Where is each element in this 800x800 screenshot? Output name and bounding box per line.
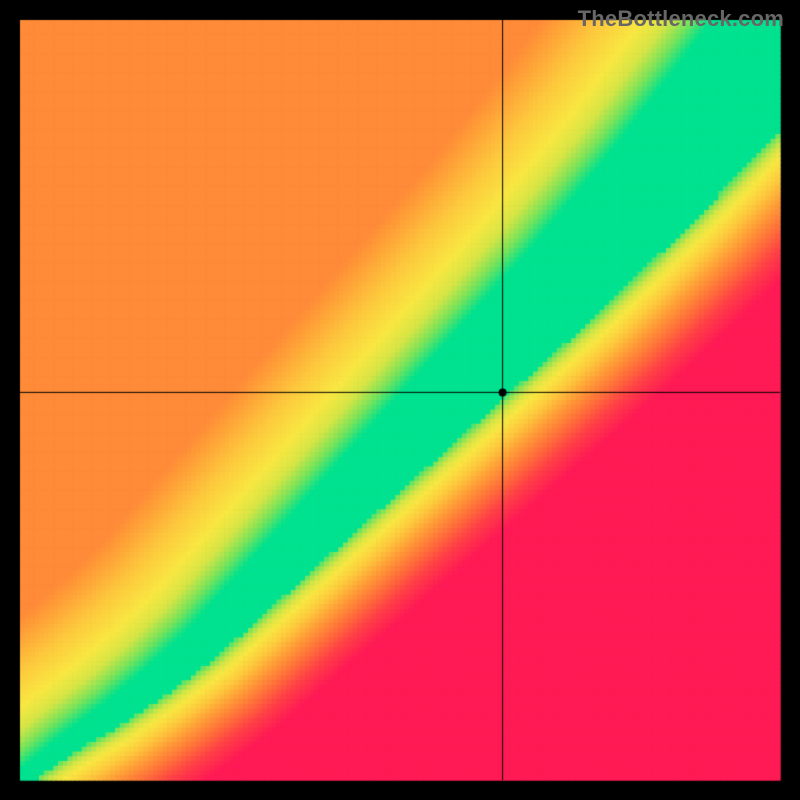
watermark-text: TheBottleneck.com [578, 6, 784, 32]
chart-container: TheBottleneck.com [0, 0, 800, 800]
bottleneck-heatmap-canvas [0, 0, 800, 800]
